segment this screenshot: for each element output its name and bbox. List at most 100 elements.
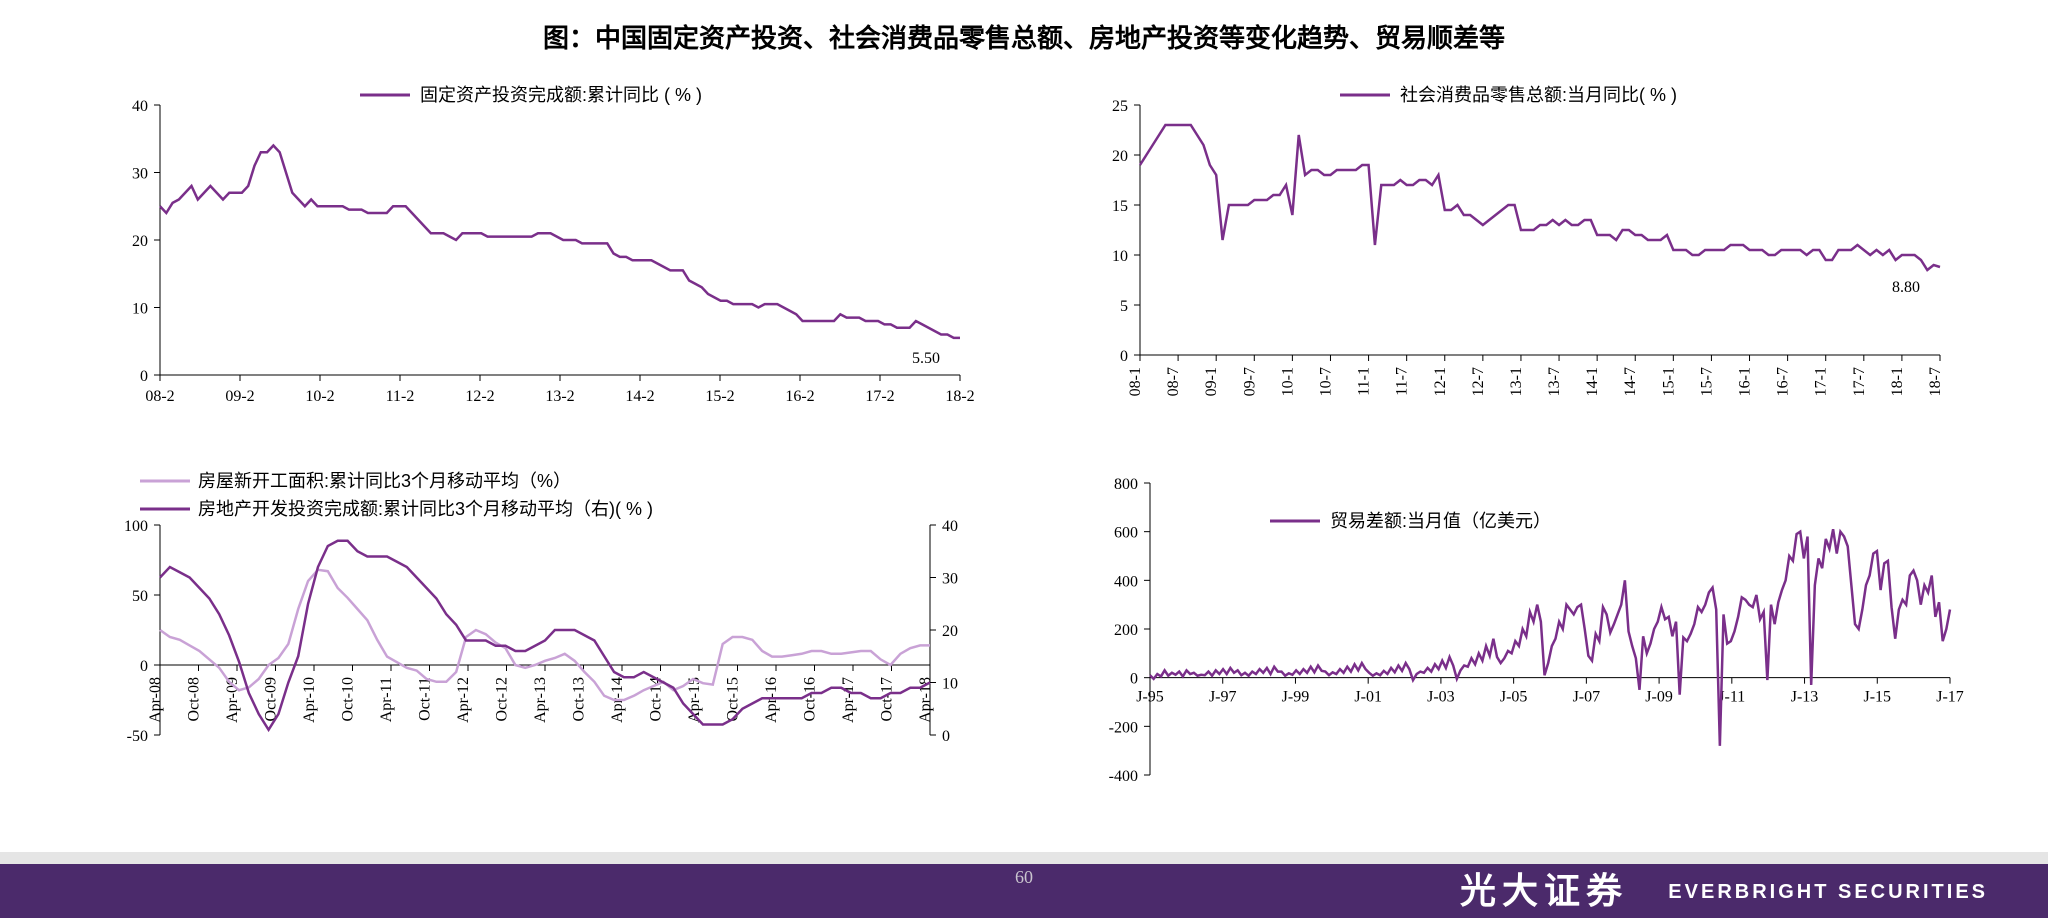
svg-text:Oct-13: Oct-13 <box>571 677 588 721</box>
svg-text:16-7: 16-7 <box>1775 367 1792 396</box>
svg-text:10-1: 10-1 <box>1279 367 1296 396</box>
svg-text:Apr-12: Apr-12 <box>455 677 472 723</box>
svg-text:20: 20 <box>132 233 148 250</box>
svg-text:16-2: 16-2 <box>785 388 814 405</box>
svg-text:Oct-11: Oct-11 <box>417 677 434 721</box>
svg-text:J-17: J-17 <box>1936 689 1964 706</box>
svg-text:18-2: 18-2 <box>945 388 974 405</box>
svg-text:20: 20 <box>942 623 958 640</box>
svg-text:J-15: J-15 <box>1863 689 1891 706</box>
svg-text:-50: -50 <box>127 728 148 745</box>
svg-text:Oct-12: Oct-12 <box>494 677 511 721</box>
svg-text:0: 0 <box>140 368 148 385</box>
panel-trade-balance: -400 -200 0 200 400 600 800 J-95 J-97 J-99 J-01 J-0… <box>1070 455 1970 835</box>
svg-text:15-2: 15-2 <box>705 388 734 405</box>
svg-text:0: 0 <box>942 728 950 745</box>
svg-text:14-1: 14-1 <box>1584 367 1601 396</box>
svg-text:13-2: 13-2 <box>545 388 574 405</box>
svg-text:10-2: 10-2 <box>305 388 334 405</box>
svg-text:Oct-16: Oct-16 <box>802 677 819 721</box>
svg-text:50: 50 <box>132 588 148 605</box>
svg-text:15-1: 15-1 <box>1660 367 1677 396</box>
svg-text:08-7: 08-7 <box>1165 367 1182 396</box>
svg-text:J-99: J-99 <box>1282 689 1310 706</box>
svg-text:10: 10 <box>942 676 958 693</box>
svg-text:Oct-10: Oct-10 <box>340 677 357 721</box>
svg-text:J-07: J-07 <box>1573 689 1601 706</box>
svg-text:0: 0 <box>1130 671 1138 688</box>
svg-text:25: 25 <box>1112 98 1128 115</box>
svg-text:J-97: J-97 <box>1209 689 1237 706</box>
svg-text:房地产开发投资完成额:累计同比3个月移动平均（右)( % ): 房地产开发投资完成额:累计同比3个月移动平均（右)( % ) <box>198 499 653 519</box>
svg-text:10: 10 <box>1112 248 1128 265</box>
brand-en: EVERBRIGHT SECURITIES <box>1668 881 1988 904</box>
svg-text:Oct-15: Oct-15 <box>725 677 742 721</box>
svg-text:10: 10 <box>132 301 148 318</box>
svg-text:17-1: 17-1 <box>1813 367 1830 396</box>
svg-text:08-2: 08-2 <box>145 388 174 405</box>
svg-text:11-1: 11-1 <box>1356 367 1373 396</box>
svg-text:40: 40 <box>942 518 958 535</box>
svg-text:20: 20 <box>1112 148 1128 165</box>
svg-text:30: 30 <box>132 166 148 183</box>
svg-text:11-7: 11-7 <box>1394 367 1411 396</box>
svg-text:17-7: 17-7 <box>1851 367 1868 396</box>
svg-text:Apr-13: Apr-13 <box>532 677 549 723</box>
svg-text:200: 200 <box>1114 622 1138 639</box>
svg-text:0: 0 <box>140 658 148 675</box>
svg-text:09-1: 09-1 <box>1203 367 1220 396</box>
svg-text:Apr-16: Apr-16 <box>763 677 780 723</box>
svg-text:17-2: 17-2 <box>865 388 894 405</box>
svg-text:J-05: J-05 <box>1500 689 1528 706</box>
svg-text:09-2: 09-2 <box>225 388 254 405</box>
svg-text:J-09: J-09 <box>1645 689 1673 706</box>
svg-text:J-95: J-95 <box>1136 689 1164 706</box>
svg-text:J-03: J-03 <box>1427 689 1455 706</box>
svg-text:11-2: 11-2 <box>386 388 415 405</box>
svg-text:18-7: 18-7 <box>1927 367 1944 396</box>
svg-text:10-7: 10-7 <box>1317 367 1334 396</box>
svg-text:房屋新开工面积:累计同比3个月移动平均（%）: 房屋新开工面积:累计同比3个月移动平均（%） <box>198 471 571 491</box>
svg-text:12-2: 12-2 <box>465 388 494 405</box>
panel-retail-sales: 0 5 10 15 20 25 08-1 08-7 09-1 09-7 10-1 10-7 11-1 11… <box>1070 65 1970 445</box>
svg-text:Oct-08: Oct-08 <box>186 677 203 721</box>
svg-text:09-7: 09-7 <box>1241 367 1258 396</box>
svg-text:固定资产投资完成额:累计同比 ( % ): 固定资产投资完成额:累计同比 ( % ) <box>420 85 702 105</box>
svg-text:0: 0 <box>1120 348 1128 365</box>
svg-text:贸易差额:当月值（亿美元）: 贸易差额:当月值（亿美元） <box>1330 511 1551 531</box>
svg-text:12-7: 12-7 <box>1470 367 1487 396</box>
svg-text:J-13: J-13 <box>1791 689 1819 706</box>
svg-text:15: 15 <box>1112 198 1128 215</box>
svg-text:13-1: 13-1 <box>1508 367 1525 396</box>
svg-text:社会消费品零售总额:当月同比( % ): 社会消费品零售总额:当月同比( % ) <box>1400 85 1677 105</box>
svg-text:15-7: 15-7 <box>1698 367 1715 396</box>
svg-text:5.50: 5.50 <box>912 350 940 367</box>
svg-text:5: 5 <box>1120 298 1128 315</box>
brand-zh: 光大证券 <box>1460 862 1628 914</box>
page-number: 60 <box>1015 867 1033 888</box>
svg-text:12-1: 12-1 <box>1432 367 1449 396</box>
svg-text:13-7: 13-7 <box>1546 367 1563 396</box>
svg-text:400: 400 <box>1114 573 1138 590</box>
svg-text:40: 40 <box>132 98 148 115</box>
svg-text:Apr-10: Apr-10 <box>301 677 318 723</box>
svg-text:8.80: 8.80 <box>1892 279 1920 296</box>
svg-text:18-1: 18-1 <box>1889 367 1906 396</box>
svg-text:J-01: J-01 <box>1354 689 1382 706</box>
svg-text:800: 800 <box>1114 476 1138 493</box>
svg-text:600: 600 <box>1114 525 1138 542</box>
svg-text:Apr-08: Apr-08 <box>147 677 164 723</box>
svg-text:-400: -400 <box>1109 768 1138 785</box>
panel-fixed-asset-investment: 0 10 20 30 40 08-2 09-2 10-2 11-2 12-2 13-2 14-2 15-… <box>90 65 990 445</box>
svg-text:100: 100 <box>124 518 148 535</box>
panel-real-estate: -50050100010203040Apr-08Oct-08Apr-09Oct-… <box>90 455 990 835</box>
svg-text:Apr-11: Apr-11 <box>378 677 395 722</box>
svg-text:16-1: 16-1 <box>1737 367 1754 396</box>
svg-text:-200: -200 <box>1109 719 1138 736</box>
chart-grid: 01020304008-209-210-211-212-213-214-215-… <box>0 65 2048 835</box>
page-title: 图：中国固定资产投资、社会消费品零售总额、房地产投资等变化趋势、贸易顺差等 <box>0 0 2048 65</box>
svg-text:14-2: 14-2 <box>625 388 654 405</box>
svg-text:30: 30 <box>942 571 958 588</box>
svg-text:08-1: 08-1 <box>1127 367 1144 396</box>
svg-text:Apr-17: Apr-17 <box>840 677 857 723</box>
